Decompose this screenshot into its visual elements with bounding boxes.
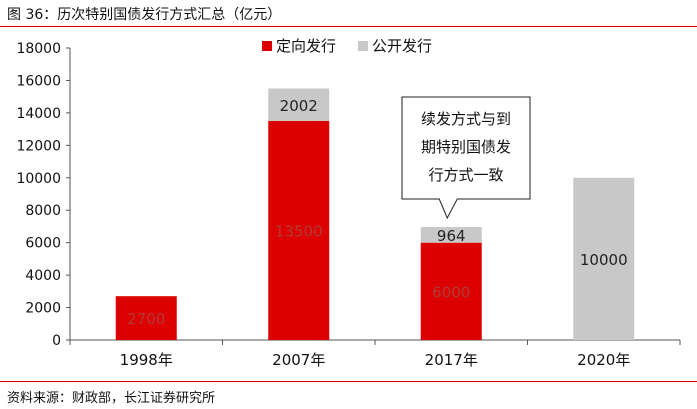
bar-directed — [268, 121, 330, 340]
y-tick-label: 12000 — [16, 138, 61, 154]
legend-swatch — [262, 41, 272, 51]
y-tick-label: 14000 — [16, 106, 61, 122]
legend-label: 公开发行 — [372, 37, 432, 55]
x-tick-label: 1998年 — [120, 351, 173, 369]
source-note: 资料来源：财政部，长江证券研究所 — [7, 391, 216, 406]
title-divider — [0, 26, 697, 27]
source-divider — [0, 381, 697, 382]
data-labels: 2700 13500 2002 6000 964 10000 — [127, 97, 627, 328]
x-tick-label: 2020年 — [577, 351, 630, 369]
legend: 定向发行 公开发行 — [262, 37, 432, 55]
data-label: 964 — [437, 227, 466, 245]
callout-text: 续发方式与到 — [421, 110, 511, 128]
data-label: 10000 — [580, 251, 628, 269]
y-tick-label: 18000 — [16, 41, 61, 57]
y-tick-label: 6000 — [25, 236, 61, 252]
figure-title: 图 36：历次特别国债发行方式汇总（亿元） — [7, 7, 282, 23]
data-label: 2002 — [280, 97, 318, 115]
bar-chart: 0 2000 4000 6000 8000 10000 12000 14000 16000 180… — [16, 37, 681, 369]
x-tick-label: 2007年 — [272, 351, 325, 369]
bar-directed — [420, 242, 482, 340]
axes: 0 2000 4000 6000 8000 10000 12000 14000 16000 180… — [16, 41, 681, 369]
y-tick-label: 16000 — [16, 73, 61, 89]
data-label: 2700 — [127, 310, 165, 328]
callout-text: 行方式一致 — [428, 166, 503, 184]
y-tick-label: 2000 — [25, 301, 61, 317]
legend-swatch — [358, 41, 368, 51]
data-label: 13500 — [275, 223, 323, 241]
bar-public — [573, 177, 635, 340]
data-label: 6000 — [432, 283, 470, 301]
bar-public — [420, 227, 482, 243]
callout-text: 期特别国债发 — [421, 138, 511, 156]
y-tick-label: 4000 — [25, 268, 61, 284]
legend-label: 定向发行 — [276, 37, 336, 55]
callout-box — [401, 96, 531, 220]
bars — [115, 88, 635, 340]
y-tick-label: 8000 — [25, 203, 61, 219]
bar-directed — [115, 296, 177, 340]
bar-public — [268, 88, 330, 121]
x-tick-label: 2017年 — [425, 351, 478, 369]
y-tick-label: 10000 — [16, 171, 61, 187]
y-tick-label: 0 — [52, 333, 61, 349]
